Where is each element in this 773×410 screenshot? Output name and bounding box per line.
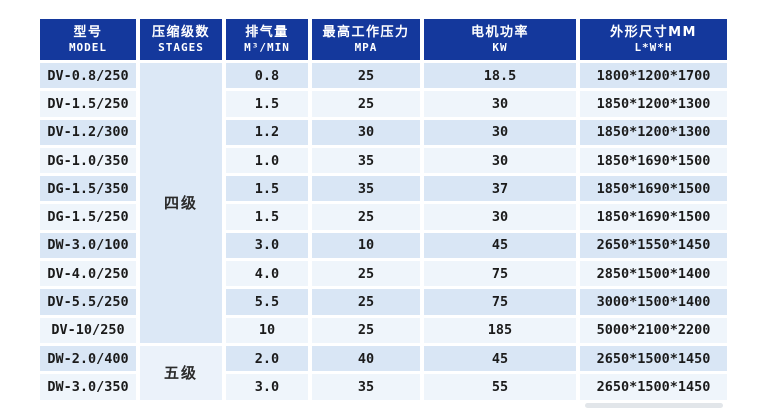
dimensions-cell: 1800*1200*1700 <box>580 63 727 89</box>
displacement-cell: 0.8 <box>226 63 308 89</box>
dimensions-cell: 3000*1500*1400 <box>580 289 727 315</box>
col-header-power-en: KW <box>492 40 508 54</box>
displacement-cell: 4.0 <box>226 261 308 287</box>
power-cell: 45 <box>424 345 576 372</box>
col-header-model: 型号 MODEL <box>40 19 136 60</box>
power-cell: 75 <box>424 261 576 287</box>
dimensions-cell: 1850*1200*1300 <box>580 119 727 145</box>
dimensions-cell: 2850*1500*1400 <box>580 261 727 287</box>
col-header-model-cn: 型号 <box>73 25 103 41</box>
model-cell: DV-1.5/250 <box>40 91 136 117</box>
displacement-cell: 1.5 <box>226 91 308 117</box>
pressure-cell: 35 <box>312 176 420 202</box>
col-header-dimensions-cn: 外形尺寸MM <box>610 25 697 41</box>
model-cell: DV-0.8/250 <box>40 63 136 89</box>
model-cell: DW-3.0/350 <box>40 374 136 400</box>
col-header-power: 电机功率 KW <box>424 19 576 60</box>
displacement-cell: 1.5 <box>226 204 308 230</box>
pressure-cell: 25 <box>312 91 420 117</box>
power-cell: 45 <box>424 232 576 259</box>
bottom-edge-artifact <box>585 403 723 408</box>
dimensions-cell: 1850*1690*1500 <box>580 204 727 230</box>
power-cell: 30 <box>424 204 576 230</box>
pressure-cell: 40 <box>312 345 420 372</box>
displacement-cell: 2.0 <box>226 345 308 372</box>
pressure-cell: 10 <box>312 232 420 259</box>
dimensions-cell: 1850*1200*1300 <box>580 91 727 117</box>
col-header-power-cn: 电机功率 <box>470 25 529 41</box>
model-cell: DV-1.2/300 <box>40 119 136 145</box>
pressure-cell: 25 <box>312 261 420 287</box>
pressure-cell: 35 <box>312 147 420 174</box>
power-cell: 185 <box>424 317 576 343</box>
power-cell: 30 <box>424 119 576 145</box>
power-cell: 55 <box>424 374 576 400</box>
displacement-cell: 1.2 <box>226 119 308 145</box>
col-header-model-en: MODEL <box>68 40 108 54</box>
model-cell: DW-2.0/400 <box>40 345 136 372</box>
pressure-cell: 30 <box>312 119 420 145</box>
displacement-cell: 1.0 <box>226 147 308 174</box>
displacement-cell: 3.0 <box>226 374 308 400</box>
col-header-stages: 压缩级数 STAGES <box>140 19 222 60</box>
model-cell: DG-1.5/250 <box>40 204 136 230</box>
col-header-dimensions-en: L*W*H <box>634 40 673 54</box>
dimensions-cell: 2650*1550*1450 <box>580 232 727 259</box>
dimensions-cell: 5000*2100*2200 <box>580 317 727 343</box>
compressor-spec-table: 型号 MODEL 压缩级数 STAGES 排气量 M³/MIN 最高工作压力 M… <box>40 19 727 400</box>
pressure-cell: 35 <box>312 374 420 400</box>
model-cell: DG-1.0/350 <box>40 147 136 174</box>
dimensions-cell: 2650*1500*1450 <box>580 345 727 372</box>
col-header-pressure-cn: 最高工作压力 <box>322 25 410 41</box>
col-header-displacement-en: M³/MIN <box>244 40 290 54</box>
dimensions-cell: 2650*1500*1450 <box>580 374 727 400</box>
stage-group-cell: 四级 <box>140 63 222 343</box>
col-header-displacement-cn: 排气量 <box>245 25 289 41</box>
pressure-cell: 25 <box>312 204 420 230</box>
displacement-cell: 10 <box>226 317 308 343</box>
model-cell: DV-4.0/250 <box>40 261 136 287</box>
pressure-cell: 25 <box>312 289 420 315</box>
model-cell: DV-10/250 <box>40 317 136 343</box>
power-cell: 37 <box>424 176 576 202</box>
model-cell: DW-3.0/100 <box>40 232 136 259</box>
col-header-dimensions: 外形尺寸MM L*W*H <box>580 19 727 60</box>
displacement-cell: 5.5 <box>226 289 308 315</box>
model-cell: DV-5.5/250 <box>40 289 136 315</box>
col-header-stages-en: STAGES <box>158 40 204 54</box>
power-cell: 75 <box>424 289 576 315</box>
col-header-pressure-en: MPA <box>354 40 378 54</box>
power-cell: 18.5 <box>424 63 576 89</box>
col-header-stages-cn: 压缩级数 <box>151 25 210 41</box>
model-cell: DG-1.5/350 <box>40 176 136 202</box>
displacement-cell: 1.5 <box>226 176 308 202</box>
col-header-pressure: 最高工作压力 MPA <box>312 19 420 60</box>
dimensions-cell: 1850*1690*1500 <box>580 147 727 174</box>
pressure-cell: 25 <box>312 63 420 89</box>
displacement-cell: 3.0 <box>226 232 308 259</box>
power-cell: 30 <box>424 147 576 174</box>
stage-group-cell: 五级 <box>140 345 222 400</box>
col-header-displacement: 排气量 M³/MIN <box>226 19 308 60</box>
pressure-cell: 25 <box>312 317 420 343</box>
power-cell: 30 <box>424 91 576 117</box>
dimensions-cell: 1850*1690*1500 <box>580 176 727 202</box>
